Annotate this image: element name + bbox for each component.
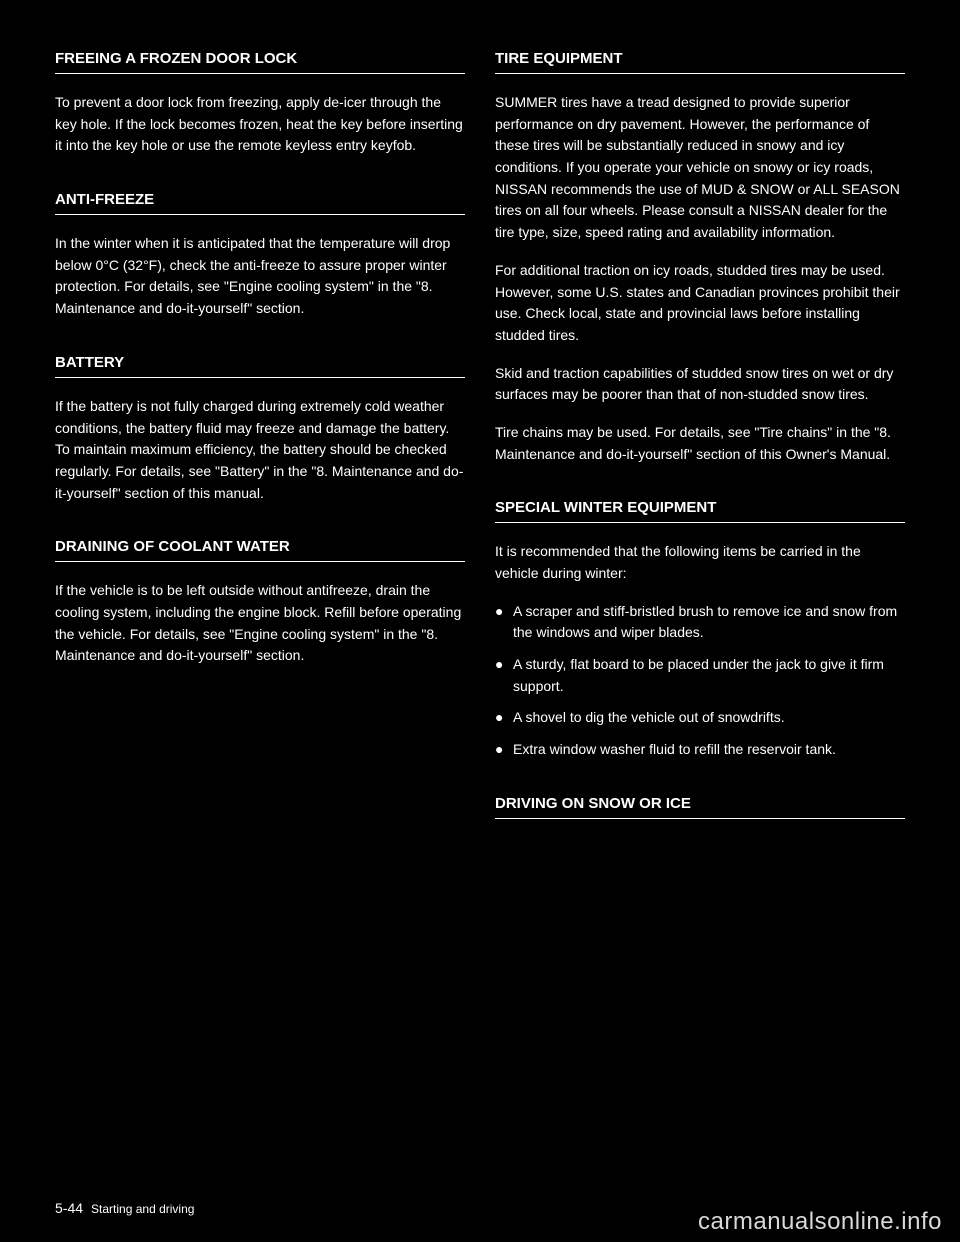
list-item: ●A sturdy, flat board to be placed under…: [495, 654, 905, 697]
body-text: If the vehicle is to be left outside wit…: [55, 580, 465, 667]
body-text: If the battery is not fully charged duri…: [55, 396, 465, 504]
body-text: To prevent a door lock from freezing, ap…: [55, 92, 465, 157]
section-heading-snow-ice: DRIVING ON SNOW OR ICE: [495, 795, 905, 819]
list-item-text: A shovel to dig the vehicle out of snowd…: [513, 707, 905, 729]
bullet-list: ●A scraper and stiff-bristled brush to r…: [495, 601, 905, 761]
left-column: FREEING A FROZEN DOOR LOCK To prevent a …: [55, 50, 465, 837]
bullet-icon: ●: [495, 707, 513, 729]
bullet-icon: ●: [495, 601, 513, 644]
page-content: FREEING A FROZEN DOOR LOCK To prevent a …: [55, 50, 905, 837]
body-text: Tire chains may be used. For details, se…: [495, 422, 905, 465]
right-column: TIRE EQUIPMENT SUMMER tires have a tread…: [495, 50, 905, 837]
body-text: For additional traction on icy roads, st…: [495, 260, 905, 347]
list-item: ●A shovel to dig the vehicle out of snow…: [495, 707, 905, 729]
section-label: Starting and driving: [91, 1202, 194, 1216]
bullet-icon: ●: [495, 654, 513, 697]
page-number: 5-44: [55, 1200, 83, 1216]
section-heading-anti-freeze: ANTI-FREEZE: [55, 191, 465, 215]
section-heading-winter-equipment: SPECIAL WINTER EQUIPMENT: [495, 499, 905, 523]
section-heading-frozen-lock: FREEING A FROZEN DOOR LOCK: [55, 50, 465, 74]
body-text: Skid and traction capabilities of studde…: [495, 363, 905, 406]
page-footer: 5-44 Starting and driving: [55, 1200, 194, 1216]
watermark: carmanualsonline.info: [698, 1208, 942, 1236]
list-item-text: Extra window washer fluid to refill the …: [513, 739, 905, 761]
body-text: It is recommended that the following ite…: [495, 541, 905, 584]
body-text: In the winter when it is anticipated tha…: [55, 233, 465, 320]
list-item-text: A scraper and stiff-bristled brush to re…: [513, 601, 905, 644]
section-heading-draining-coolant: DRAINING OF COOLANT WATER: [55, 538, 465, 562]
body-text: SUMMER tires have a tread designed to pr…: [495, 92, 905, 244]
list-item: ●A scraper and stiff-bristled brush to r…: [495, 601, 905, 644]
section-heading-battery: BATTERY: [55, 354, 465, 378]
bullet-icon: ●: [495, 739, 513, 761]
list-item: ●Extra window washer fluid to refill the…: [495, 739, 905, 761]
list-item-text: A sturdy, flat board to be placed under …: [513, 654, 905, 697]
section-heading-tire-equipment: TIRE EQUIPMENT: [495, 50, 905, 74]
